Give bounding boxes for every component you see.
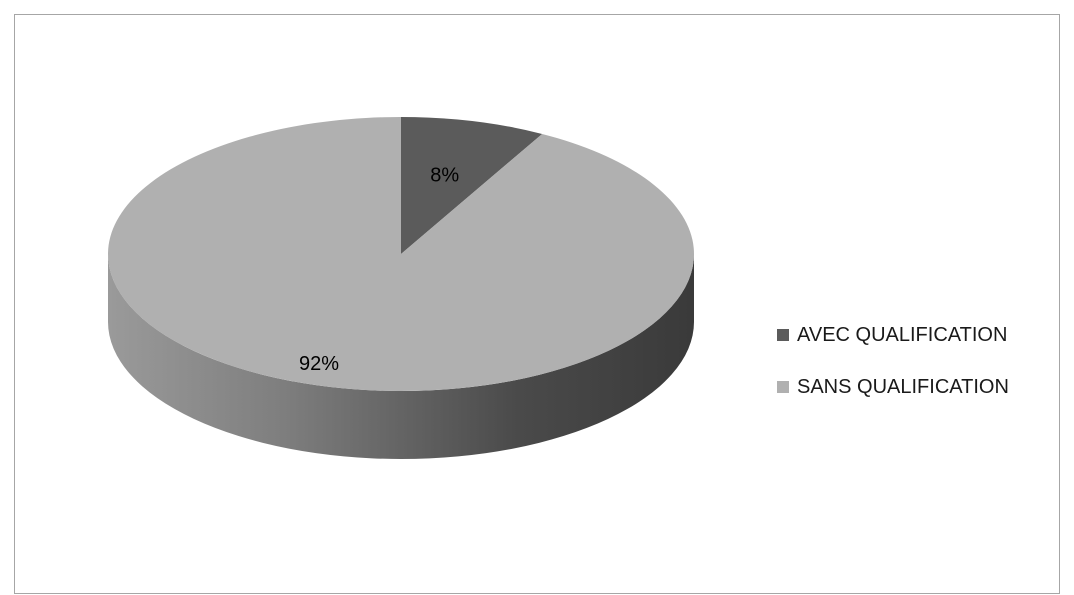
- pie-data-labels: 8% 92%: [299, 164, 459, 375]
- legend-label-avec-qualification: AVEC QUALIFICATION: [797, 323, 1008, 346]
- pie-slice-sans-qualification: [107, 116, 694, 391]
- legend: AVEC QUALIFICATION SANS QUALIFICATION: [777, 323, 1009, 427]
- legend-label-sans-qualification: SANS QUALIFICATION: [797, 375, 1009, 398]
- pie-side-wall: [108, 254, 694, 459]
- data-label-avec-qualification: 8%: [430, 164, 459, 186]
- pie-slices: [107, 116, 694, 391]
- legend-item-avec-qualification: AVEC QUALIFICATION: [777, 323, 1009, 347]
- pie-side-wall-shape: [108, 254, 694, 459]
- chart-area: 8% 92% AVEC QUALIFICATION SANS QUALIFICAT…: [14, 14, 1060, 594]
- pie-slice-avec-qualification: [401, 117, 543, 254]
- legend-swatch-sans-qualification: [777, 381, 789, 393]
- legend-item-sans-qualification: SANS QUALIFICATION: [777, 375, 1009, 399]
- data-label-sans-qualification: 92%: [299, 353, 339, 375]
- pie-chart: 8% 92%: [107, 116, 694, 459]
- legend-swatch-avec-qualification: [777, 329, 789, 341]
